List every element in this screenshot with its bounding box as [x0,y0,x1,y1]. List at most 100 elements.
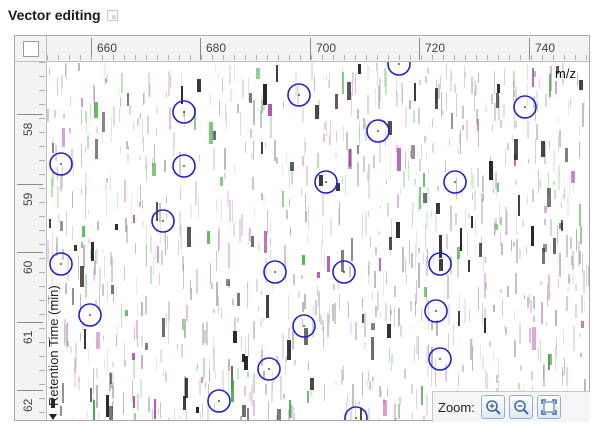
feature-marker[interactable] [428,252,452,276]
signal-streak [261,193,263,200]
rt-tick-label: 59 [21,192,35,206]
signal-streak [285,357,286,375]
mz-tick-label: 740 [535,41,556,55]
feature-marker[interactable] [263,260,287,284]
signal-streak [128,146,129,150]
signal-streak [504,68,505,85]
signal-streak [409,100,411,109]
signal-streak [208,384,209,398]
feature-marker[interactable] [344,406,368,420]
feature-marker[interactable] [49,152,73,176]
select-all-checkbox[interactable] [23,41,39,57]
signal-streak [180,225,182,249]
heatmap-svg[interactable] [47,62,589,420]
signal-streak [199,380,201,395]
signal-peak [579,204,581,226]
feature-marker[interactable] [78,303,102,327]
signal-streak [150,266,152,284]
signal-streak [575,304,577,318]
feature-marker[interactable] [428,347,452,371]
signal-streak [397,194,399,208]
signal-streak [428,168,429,174]
feature-marker[interactable] [332,260,356,284]
feature-marker[interactable] [366,119,390,143]
signal-peak [194,107,196,130]
feature-marker[interactable] [207,389,231,413]
signal-streak [70,161,71,169]
window-layout-icon[interactable] [106,9,118,21]
mz-minor-tick [179,55,180,60]
signal-peak [242,405,246,417]
signal-streak [241,214,243,236]
signal-streak [566,296,568,311]
signal-streak [213,148,215,170]
mz-minor-tick [58,55,59,60]
rt-minor-tick [39,188,45,189]
feature-marker[interactable] [172,100,196,124]
feature-marker[interactable] [513,95,537,119]
signal-streak [310,391,312,396]
feature-marker[interactable] [424,299,448,323]
fit-to-window-button[interactable] [536,395,561,419]
signal-peak [197,79,201,92]
signal-streak [347,394,348,402]
ms-map-viewer: 660 680 700 720 740 58 59 60 61 62 m/z Retention… [14,35,590,422]
signal-streak [55,145,57,161]
signal-peak [495,224,498,230]
signal-streak [124,343,125,365]
signal-streak [425,243,427,252]
signal-streak [61,88,62,94]
feature-marker[interactable] [292,314,316,338]
signal-peak [383,400,387,416]
signal-streak [346,132,348,150]
feature-marker[interactable] [257,357,281,381]
signal-streak [588,266,589,286]
signal-peak [96,332,100,349]
signal-streak [573,326,575,351]
mz-minor-tick [212,55,213,60]
signal-streak [190,288,192,300]
feature-marker[interactable] [443,170,467,194]
signal-streak [370,237,371,247]
signal-streak [103,249,104,253]
signal-streak [355,73,356,94]
zoom-in-button[interactable] [480,395,505,419]
mz-ruler[interactable]: 660 680 700 720 740 [47,36,589,62]
signal-streak [179,211,181,235]
signal-streak [153,253,154,276]
heatmap-canvas[interactable]: m/z Retention Time (min) [47,62,589,420]
feature-marker[interactable] [387,62,411,76]
signal-peak [90,388,92,402]
signal-peak [83,245,85,268]
feature-marker[interactable] [314,170,338,194]
mz-major-tick [419,38,420,60]
signal-streak [572,273,574,284]
signal-streak [166,214,167,218]
signal-streak [414,179,416,185]
feature-marker[interactable] [172,154,196,178]
signal-streak [471,77,473,94]
feature-marker[interactable] [151,209,175,233]
zoom-out-button[interactable] [508,395,533,419]
mz-major-tick [91,38,92,60]
signal-peak [532,68,534,87]
signal-streak [368,174,370,198]
signal-streak [145,156,147,170]
signal-streak [141,336,143,346]
signal-streak [554,190,556,199]
rt-ruler[interactable]: 58 59 60 61 62 [15,62,47,420]
signal-streak [190,204,192,219]
signal-streak [408,161,409,168]
signal-streak [460,130,461,154]
signal-peak [371,323,375,330]
mz-major-tick [200,38,201,60]
feature-marker[interactable] [287,83,311,107]
signal-streak [383,272,384,297]
feature-marker[interactable] [49,252,73,276]
mz-minor-tick [520,55,521,60]
signal-peak [379,258,381,271]
signal-streak [154,144,155,165]
signal-streak [281,188,282,192]
mz-minor-tick [465,55,466,60]
signal-streak [365,123,367,141]
